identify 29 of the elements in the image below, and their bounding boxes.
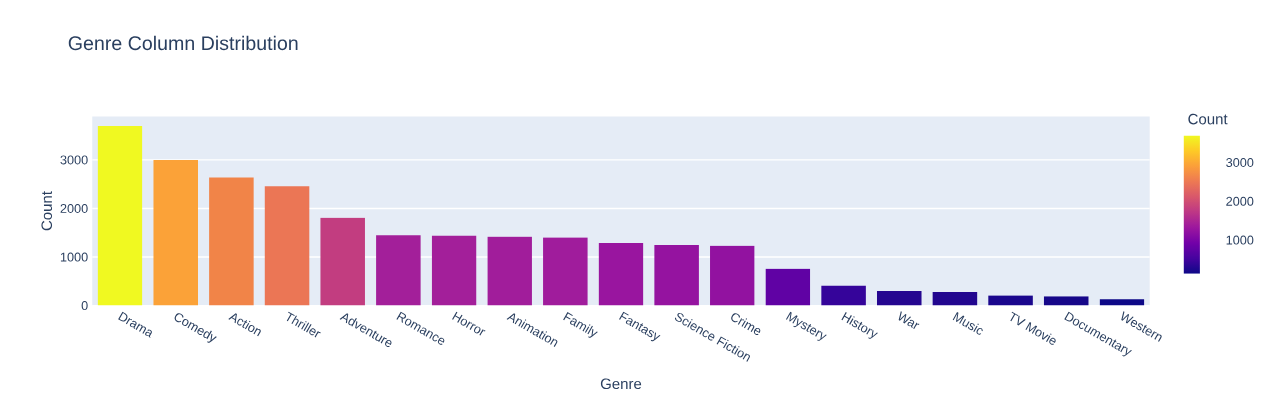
bar — [264, 186, 310, 306]
bar — [431, 235, 477, 306]
bar — [932, 291, 978, 306]
y-tick-label: 0 — [81, 301, 88, 311]
bar — [821, 285, 866, 306]
bar — [320, 217, 365, 306]
y-axis-title: Count — [41, 191, 53, 231]
bar — [487, 236, 532, 306]
chart-title: Genre Column Distribution — [68, 35, 298, 51]
bar — [876, 290, 922, 306]
bar — [97, 125, 143, 306]
bar — [153, 159, 198, 306]
bar — [1099, 299, 1145, 306]
x-tick-label: War — [898, 311, 920, 329]
y-tick-label: 2000 — [60, 203, 88, 213]
color-bar-label: 1000 — [1226, 235, 1254, 245]
bar — [765, 268, 811, 306]
y-tick-label: 1000 — [60, 252, 88, 262]
bar — [598, 242, 644, 306]
color-bar-label: 2000 — [1226, 196, 1254, 206]
bar — [710, 245, 755, 306]
bar — [376, 235, 421, 306]
x-axis-title: Genre — [600, 378, 642, 390]
bar — [209, 177, 254, 306]
color-bar-title: Count — [1188, 113, 1228, 125]
y-tick-label: 3000 — [60, 155, 88, 165]
color-bar-label: 3000 — [1226, 157, 1254, 167]
bar — [654, 244, 699, 306]
bar — [543, 237, 588, 306]
